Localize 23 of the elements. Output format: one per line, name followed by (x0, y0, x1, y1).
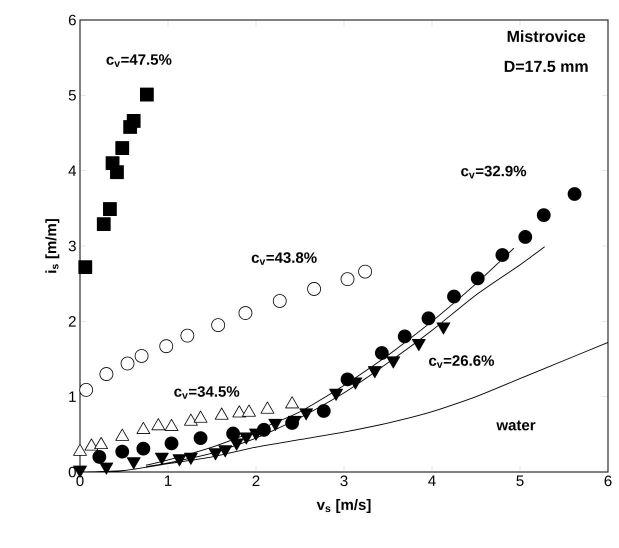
text: c$_{v}$=32.9% (461, 166, 526, 178)
x-axis-title: v$_{s}$ [m/s] (316, 498, 370, 513)
series-label: c$_{v}$=47.5% (106, 54, 172, 67)
x-tick-label: 6 (604, 476, 612, 486)
series-label: water (496, 420, 536, 430)
x-tick-label: 3 (340, 476, 348, 486)
x-tick-label: 1 (164, 476, 172, 486)
y-tick-label: 1 (69, 392, 76, 402)
y-tick-label: 6 (68, 14, 76, 26)
y-tick-label: 2 (68, 316, 76, 327)
y-tick-label: 4 (68, 166, 76, 176)
y-tick-label: 5 (68, 90, 76, 101)
x-tick-label: 4 (428, 476, 436, 486)
x-tick-label: 5 (516, 476, 524, 486)
series-label: c$_{v}$=43.8% (252, 252, 317, 265)
annotation: D=17.5 mm (504, 60, 588, 72)
y-tick-label: 3 (68, 240, 76, 252)
y-tick-label: 0 (68, 466, 76, 478)
y-axis-title: i$_{s}$ [m/m] (45, 219, 60, 273)
x-tick-label: 2 (252, 476, 260, 486)
series-label: c$_{v}$=34.5% (174, 386, 240, 399)
series-label: c$_{v}$=26.6% (429, 355, 494, 368)
annotation: Mistrovice (508, 30, 586, 42)
